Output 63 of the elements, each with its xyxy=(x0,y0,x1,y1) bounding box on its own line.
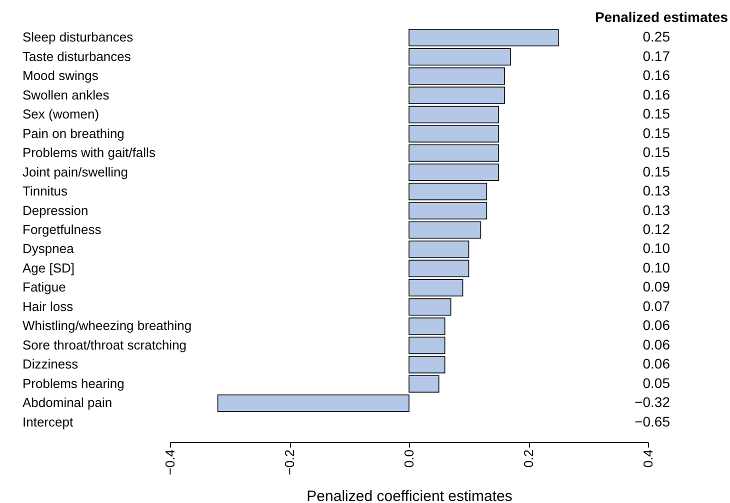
x-tick-label: 0.2 xyxy=(521,450,536,468)
data-label: 0.12 xyxy=(642,221,670,237)
y-tick-label: Intercept xyxy=(22,414,74,430)
data-label: 0.15 xyxy=(642,106,670,122)
y-tick-label: Forgetfulness xyxy=(22,222,102,237)
y-tick-label: Tinnitus xyxy=(22,184,68,199)
bar xyxy=(217,394,410,412)
y-tick-label: Age [SD] xyxy=(22,260,75,276)
data-label: 0.13 xyxy=(642,182,670,199)
data-label: 0.17 xyxy=(642,48,670,64)
y-tick-label: Sex (women) xyxy=(22,106,100,122)
data-label: 0.06 xyxy=(642,336,670,352)
bar xyxy=(408,240,470,258)
x-tick-label: −0.2 xyxy=(282,450,297,476)
y-tick-label: Depression xyxy=(22,202,88,218)
bar xyxy=(408,125,500,142)
bar xyxy=(408,298,452,316)
y-tick-label: Taste disturbances xyxy=(22,48,132,64)
data-label: 0.09 xyxy=(642,278,670,295)
text: Penalized estimates xyxy=(594,9,728,25)
y-tick-label: Swollen ankles xyxy=(22,87,110,102)
y-tick-label: Abdominal pain xyxy=(22,395,112,410)
text: −0.65 xyxy=(634,413,670,430)
y-tick-label: Whistling/wheezing breathing xyxy=(22,318,192,334)
y-tick-label: Pain on breathing xyxy=(22,126,124,141)
data-label: 0.16 xyxy=(642,86,670,102)
x-tick-label: −0.4 xyxy=(162,450,178,476)
bar xyxy=(408,318,446,335)
y-tick-label: Sore throat/throat scratching xyxy=(22,337,187,352)
data-label: 0.06 xyxy=(642,317,670,334)
bar xyxy=(408,336,446,354)
y-tick-label: Problems with gait/falls xyxy=(22,145,156,160)
x-tick-label: 0.0 xyxy=(402,450,416,468)
bar xyxy=(408,164,500,181)
y-tick-label: Hair loss xyxy=(22,298,74,314)
data-label: 0.10 xyxy=(642,259,670,276)
y-tick-label: Joint pain/swelling xyxy=(22,164,128,180)
y-tick-label: Dizziness xyxy=(22,356,79,372)
bar xyxy=(408,221,482,239)
data-label: 0.05 xyxy=(642,374,670,391)
bar xyxy=(408,260,470,278)
data-label: 0.15 xyxy=(642,163,670,180)
data-label: 0.16 xyxy=(642,67,670,84)
bar xyxy=(408,202,488,220)
y-tick-label: Mood swings xyxy=(22,68,99,84)
y-tick-label: Fatigue xyxy=(22,280,66,295)
bar xyxy=(408,182,488,200)
data-label: 0.13 xyxy=(642,202,670,218)
bar xyxy=(408,144,500,162)
bar xyxy=(408,279,464,296)
data-label: 0.10 xyxy=(642,240,670,256)
data-label: 0.06 xyxy=(642,356,670,372)
x-tick-label: 0.4 xyxy=(640,450,656,468)
data-label: −0.32 xyxy=(634,394,670,410)
bar xyxy=(408,106,500,124)
data-label: 0.15 xyxy=(642,144,670,160)
y-tick-label: Sleep disturbances xyxy=(22,30,134,45)
data-label: 0.25 xyxy=(642,28,670,45)
data-label: 0.15 xyxy=(642,124,670,141)
y-tick-label: Problems hearing xyxy=(22,376,124,391)
x-axis-title: Penalized coefficient estimates xyxy=(306,488,512,503)
y-tick-label: Dyspnea xyxy=(22,241,75,256)
data-label: 0.07 xyxy=(642,298,670,314)
